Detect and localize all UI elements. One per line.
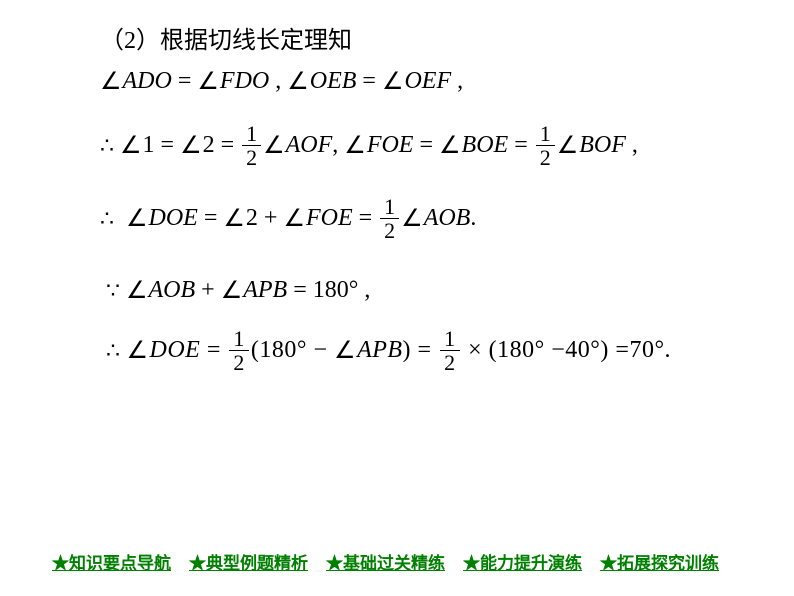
fraction-half: 1 2 [536, 122, 555, 169]
nav-link-examples[interactable]: ★典型例题精析 [189, 549, 308, 574]
math-content: （2）根据切线长定理知 ∠ADO = ∠FDO , ∠OEB = ∠OEF , … [100, 20, 740, 375]
line-2: ∠ADO = ∠FDO , ∠OEB = ∠OEF , [100, 67, 740, 96]
nav-link-basics[interactable]: ★基础过关精练 [326, 549, 445, 574]
footer-nav: ★知识要点导航 ★典型例题精析 ★基础过关精练 ★能力提升演练 ★拓展探究训练 [52, 549, 719, 574]
line-5: ∵ ∠AOB + ∠APB = 180° , [100, 276, 740, 305]
line-1-text: （2）根据切线长定理知 [100, 20, 352, 55]
nav-link-ability[interactable]: ★能力提升演练 [463, 549, 582, 574]
line-3: ∴ ∠1 = ∠2 = 1 2 ∠AOF , ∠FOE = ∠BOE = 1 2… [100, 122, 740, 169]
fraction-half: 1 2 [229, 327, 249, 374]
fraction-half: 1 2 [440, 327, 460, 374]
nav-link-extension[interactable]: ★拓展探究训练 [600, 549, 719, 574]
fraction-half: 1 2 [380, 195, 399, 242]
fraction-half: 1 2 [242, 122, 261, 169]
nav-link-knowledge[interactable]: ★知识要点导航 [52, 549, 171, 574]
line-4: ∴ ∠DOE = ∠2 + ∠FOE = 1 2 ∠AOB . [100, 195, 740, 242]
line-6: ∴ ∠DOE = 1 2 (180° − ∠APB) = 1 2 × (180°… [100, 327, 740, 374]
line-1: （2）根据切线长定理知 [100, 20, 740, 55]
